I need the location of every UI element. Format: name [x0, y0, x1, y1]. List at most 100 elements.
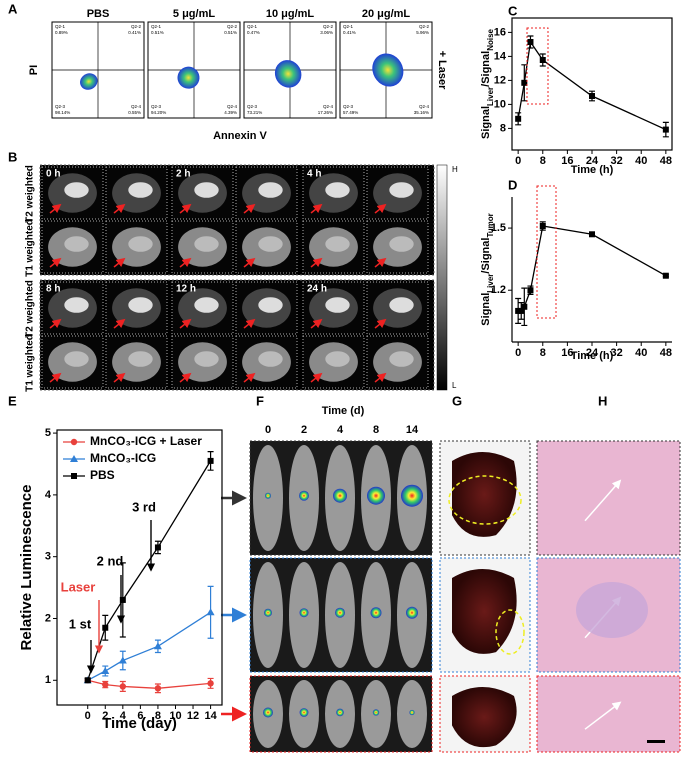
- quadrant-percent: 5.96%: [416, 30, 429, 35]
- mri-time: 2 h: [176, 169, 190, 180]
- mri-arrow: [113, 318, 126, 329]
- flow-y-label: PI: [28, 65, 40, 75]
- quadrant-name: Q2-2: [419, 24, 430, 29]
- quadrant-percent: 98.14%: [55, 110, 70, 115]
- x-axis-label: Time (h): [571, 164, 614, 176]
- marker: [527, 39, 534, 45]
- luminescence-spot: [265, 492, 271, 499]
- flow-title: PBS: [87, 8, 110, 20]
- x-tick-label: 10: [169, 710, 181, 722]
- day-label: 0: [265, 424, 271, 436]
- mri-organ: [194, 297, 219, 313]
- flow-population: [372, 53, 404, 87]
- mri-arrow: [243, 257, 256, 268]
- marker: [118, 656, 127, 664]
- x-tick-label: 12: [187, 710, 199, 722]
- y-tick-label: 14: [494, 50, 507, 62]
- mri-time: 12 h: [176, 284, 196, 295]
- quadrant-percent: 73.21%: [247, 110, 262, 115]
- luminescence-spot: [372, 709, 380, 716]
- annotation: 3 rd: [132, 499, 156, 514]
- x-tick-label: 32: [610, 155, 622, 167]
- mri-organ: [64, 297, 89, 313]
- luminescence-spot: [336, 708, 344, 717]
- day-label: 14: [406, 424, 419, 436]
- x-tick-label: 16: [561, 347, 573, 359]
- luminescence-spot: [264, 608, 272, 617]
- marker: [119, 683, 127, 690]
- y-tick-label: 4: [45, 489, 52, 501]
- flow-x-label: Annexin V: [213, 130, 267, 142]
- histology-arrow: [584, 701, 622, 730]
- mri-organ: [128, 182, 153, 198]
- highlight-box: [536, 185, 557, 319]
- marker: [539, 223, 546, 229]
- axes-frame: [511, 17, 673, 151]
- y-label-part: /Signal: [480, 51, 492, 87]
- x-tick-label: 32: [610, 347, 622, 359]
- mri-arrow: [179, 318, 192, 329]
- histology: [536, 675, 681, 753]
- mri-arrow: [113, 257, 126, 268]
- marker: [521, 303, 528, 310]
- y-tick-label: 5: [45, 427, 51, 439]
- marker: [589, 231, 595, 238]
- mri-organ: [325, 236, 350, 252]
- liver: [452, 569, 517, 654]
- mri-organ: [258, 351, 283, 367]
- mri-time: 4 h: [307, 169, 321, 180]
- quadrant-name: Q2-4: [323, 104, 334, 109]
- marker: [207, 680, 214, 687]
- x-axis-label: Time (day): [102, 715, 177, 732]
- quadrant-name: Q2-4: [227, 104, 238, 109]
- annotation: 1 st: [69, 616, 92, 631]
- legend-label: MnCO₃-ICG + Laser: [90, 434, 202, 448]
- mri-scale-low: L: [452, 381, 457, 390]
- quadrant-percent: 0.51%: [151, 30, 164, 35]
- flow-population: [80, 73, 98, 90]
- histology-arrow: [584, 479, 622, 522]
- panel-label: D: [508, 177, 517, 192]
- mri-organ: [194, 236, 219, 252]
- quadrant-name: Q2-4: [131, 104, 142, 109]
- day-label: 2: [301, 424, 307, 436]
- tumor-outline: [495, 609, 525, 655]
- flow-title: 10 μg/mL: [266, 8, 315, 20]
- marker: [154, 544, 161, 551]
- mri-organ: [389, 236, 414, 252]
- luminescence-spot: [299, 490, 309, 501]
- y-axis-label: SignalLiver/SignalNoise: [480, 28, 495, 139]
- quadrant-percent: 3.06%: [320, 30, 333, 35]
- luminescence-spot: [299, 608, 309, 618]
- marker: [521, 79, 528, 86]
- luminescence-spot: [370, 607, 382, 619]
- mri-organ: [64, 351, 89, 367]
- mri-organ: [194, 351, 219, 367]
- mri-time: 8 h: [46, 284, 60, 295]
- legend-label: PBS: [90, 468, 115, 482]
- quadrant-name: Q2-1: [151, 24, 162, 29]
- luminescence-spot: [333, 488, 347, 503]
- y-label-part: Liver: [486, 274, 495, 293]
- quadrant-percent: 94.20%: [151, 110, 166, 115]
- quadrant-percent: 0.41%: [343, 30, 356, 35]
- marker: [207, 457, 214, 464]
- mri-arrow: [310, 318, 323, 329]
- luminescence-spot: [263, 707, 273, 718]
- luminescence-spot: [409, 709, 415, 716]
- marker: [84, 677, 91, 684]
- annotation: Laser: [61, 579, 96, 594]
- quadrant-percent: 0.51%: [224, 30, 237, 35]
- marker: [154, 685, 162, 692]
- mri-arrow: [113, 203, 126, 214]
- y-tick-label: 1: [45, 674, 51, 686]
- mri-arrow: [374, 318, 387, 329]
- marker: [206, 608, 215, 616]
- y-label-part: Noise: [486, 28, 495, 50]
- series-line: [87, 460, 212, 681]
- liver: [452, 452, 517, 537]
- marker: [102, 624, 109, 631]
- y-tick-label: 2: [45, 612, 51, 624]
- quadrant-name: Q2-4: [419, 104, 430, 109]
- panel-label: F: [256, 393, 264, 408]
